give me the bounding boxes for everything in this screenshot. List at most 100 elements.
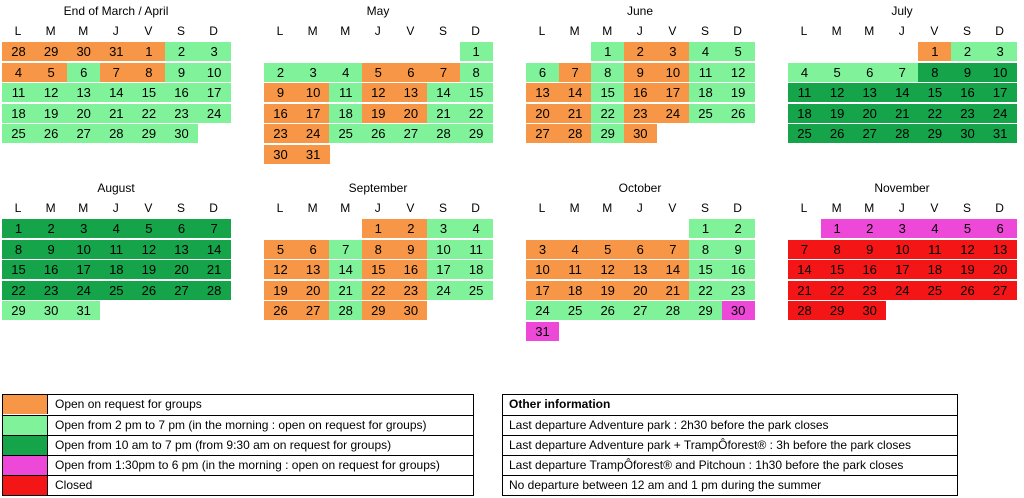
day-cell: 19 [591, 280, 625, 300]
day-cell: 4 [558, 239, 592, 259]
day-cell: 16 [394, 260, 428, 279]
day-cell: 26 [591, 301, 625, 320]
month-november: November L M M J V S D 1 2 3 4 5 6 7 8 9 10 11 12 13 14 15 16 17… [788, 181, 1017, 341]
day-cell: 9 [394, 239, 428, 259]
day-cell: 18 [788, 103, 821, 123]
day-cell: 14 [329, 260, 363, 279]
day-cell: 23 [623, 103, 657, 123]
day-cell: 21 [788, 280, 821, 300]
day-cell: 14 [558, 83, 592, 102]
day-cell: 7 [99, 62, 133, 82]
legend-table: Open on request for groups Open from 2 pm… [2, 394, 474, 496]
day-cell: 15 [361, 260, 395, 279]
day-cell: 15 [689, 260, 722, 279]
legend-row: Open from 1:30pm to 6 pm (in the morning… [3, 455, 473, 475]
day-cell: 28 [197, 280, 231, 300]
info-row-text: No departure between 12 am and 1 pm duri… [509, 478, 822, 492]
info-title: Other information [503, 395, 957, 414]
legend-label: Closed [55, 478, 93, 492]
day-cell: 2 [34, 219, 68, 238]
day-cell: 15 [2, 260, 35, 279]
day-cell: 22 [459, 103, 493, 123]
day-cell: 28 [427, 124, 460, 143]
day-cell: 17 [885, 260, 919, 279]
day-cell: 18 [99, 260, 133, 279]
day-cell: 1 [361, 219, 395, 238]
day-cell: 1 [820, 219, 854, 238]
day-cell: 4 [689, 42, 722, 61]
day-cell: 7 [656, 239, 690, 259]
day-cell: 7 [329, 239, 363, 259]
day-cell: 26 [264, 301, 297, 320]
day-cell: 19 [361, 103, 395, 123]
day-cell: 28 [656, 301, 690, 320]
day-cell: 9 [165, 62, 198, 82]
day-cell: 24 [427, 280, 460, 300]
day-cell: 27 [394, 124, 428, 143]
day-cell: 13 [853, 83, 887, 102]
day-cell: 18 [558, 280, 592, 300]
day-cell: 6 [296, 239, 330, 259]
day-cell: 25 [558, 301, 592, 320]
day-cell: 9 [264, 83, 297, 102]
day-cell: 14 [427, 83, 460, 102]
weekday-header: S [700, 24, 709, 38]
day-cell: 2 [264, 62, 297, 82]
weekday-header: D [995, 201, 1004, 215]
day-cell: 7 [788, 239, 821, 259]
day-cell: 24 [67, 280, 101, 300]
day-cell: 12 [34, 83, 68, 102]
weekday-header: M [864, 24, 875, 38]
day-cell: 9 [34, 239, 68, 259]
weekday-header: M [307, 201, 318, 215]
day-cell: 30 [264, 144, 297, 164]
weekday-header: M [864, 201, 875, 215]
day-cell: 26 [721, 103, 755, 123]
legend-swatch [3, 476, 48, 495]
day-cell: 20 [853, 103, 887, 123]
day-cell: 10 [983, 62, 1017, 82]
weekday-header: S [176, 201, 185, 215]
month-title: November [874, 181, 930, 195]
day-cell: 27 [623, 301, 657, 320]
day-cell: 9 [853, 239, 887, 259]
legend-label: Open from 10 am to 7 pm (from 9:30 am on… [55, 438, 392, 452]
day-cell: 22 [361, 280, 395, 300]
day-cell: 18 [329, 103, 363, 123]
day-cell: 25 [689, 103, 722, 123]
day-cell: 31 [99, 42, 133, 61]
day-cell: 29 [2, 301, 35, 320]
day-cell: 10 [67, 239, 101, 259]
day-cell: 24 [197, 103, 231, 123]
day-cell: 14 [99, 83, 133, 102]
day-cell: 1 [2, 219, 35, 238]
day-cell: 30 [34, 301, 68, 320]
day-cell: 31 [67, 301, 101, 320]
day-cell: 19 [951, 260, 984, 279]
weekday-header: V [668, 24, 677, 38]
info-row: Last departure Adventure park : 2h30 bef… [503, 415, 957, 435]
day-cell: 24 [526, 301, 559, 320]
day-cell: 25 [459, 280, 493, 300]
weekday-header: J [112, 24, 119, 38]
day-cell: 16 [34, 260, 68, 279]
day-cell: 22 [918, 103, 952, 123]
day-cell: 13 [526, 83, 559, 102]
info-row-text: Last departure TrampÔforest® and Pitchou… [509, 458, 904, 472]
day-cell: 2 [165, 42, 198, 61]
day-cell: 2 [394, 219, 428, 238]
day-cell: 4 [99, 219, 133, 238]
day-cell: 6 [526, 62, 559, 82]
day-cell: 22 [591, 103, 625, 123]
day-cell: 11 [558, 260, 592, 279]
day-cell: 2 [721, 219, 755, 238]
weekday-header: V [406, 24, 415, 38]
day-cell: 18 [2, 103, 35, 123]
day-cell: 17 [197, 83, 231, 102]
day-cell: 29 [132, 124, 166, 143]
day-cell: 1 [132, 42, 166, 61]
weekday-header: S [438, 24, 447, 38]
day-cell: 24 [983, 103, 1017, 123]
day-cell: 23 [853, 280, 887, 300]
day-cell: 12 [264, 260, 297, 279]
